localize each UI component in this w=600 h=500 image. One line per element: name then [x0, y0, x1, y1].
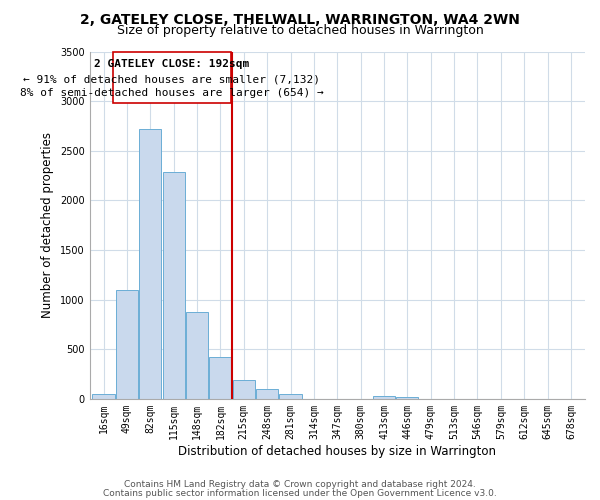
Text: 2 GATELEY CLOSE: 192sqm: 2 GATELEY CLOSE: 192sqm — [94, 60, 250, 70]
Text: 8% of semi-detached houses are larger (654) →: 8% of semi-detached houses are larger (6… — [20, 88, 324, 98]
X-axis label: Distribution of detached houses by size in Warrington: Distribution of detached houses by size … — [178, 444, 496, 458]
Bar — [163, 172, 185, 399]
Text: ← 91% of detached houses are smaller (7,132): ← 91% of detached houses are smaller (7,… — [23, 74, 320, 85]
Bar — [256, 389, 278, 399]
Bar — [396, 398, 418, 399]
Text: Contains HM Land Registry data © Crown copyright and database right 2024.: Contains HM Land Registry data © Crown c… — [124, 480, 476, 489]
Bar — [233, 380, 255, 399]
Bar — [209, 357, 232, 399]
Y-axis label: Number of detached properties: Number of detached properties — [41, 132, 55, 318]
Bar — [92, 394, 115, 399]
Bar — [116, 290, 138, 399]
Bar — [186, 312, 208, 399]
Text: Contains public sector information licensed under the Open Government Licence v3: Contains public sector information licen… — [103, 488, 497, 498]
Bar — [373, 396, 395, 399]
Text: 2, GATELEY CLOSE, THELWALL, WARRINGTON, WA4 2WN: 2, GATELEY CLOSE, THELWALL, WARRINGTON, … — [80, 12, 520, 26]
Text: Size of property relative to detached houses in Warrington: Size of property relative to detached ho… — [116, 24, 484, 37]
Bar — [139, 129, 161, 399]
Bar — [280, 394, 302, 399]
FancyBboxPatch shape — [113, 52, 231, 103]
